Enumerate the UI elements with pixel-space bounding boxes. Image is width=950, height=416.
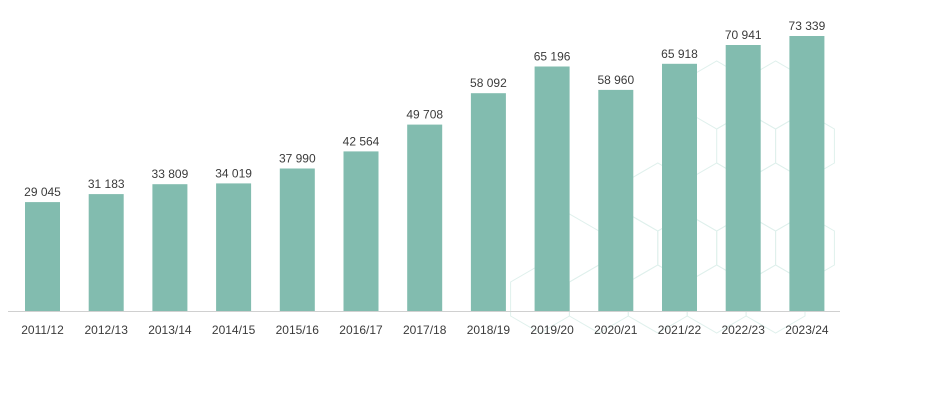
value-label: 65 196 (534, 50, 571, 64)
x-tick-label: 2020/21 (594, 323, 638, 337)
value-label: 58 960 (597, 73, 634, 87)
value-label: 37 990 (279, 152, 316, 166)
bars-group (25, 36, 825, 312)
x-tick-label: 2019/20 (530, 323, 574, 337)
bar-2022-23 (725, 45, 761, 311)
value-label: 58 092 (470, 76, 507, 90)
value-label: 65 918 (661, 47, 698, 61)
x-tick-label: 2018/19 (467, 323, 511, 337)
bar-2020-21 (598, 89, 634, 312)
x-tick-label: 2012/13 (85, 323, 129, 337)
value-labels-group: 29 045 31 183 33 809 34 019 37 990 42 564 49 7… (24, 19, 825, 199)
value-label: 33 809 (152, 167, 189, 181)
bar-2012-13 (88, 194, 124, 311)
x-tick-label: 2023/24 (785, 323, 829, 337)
x-tick-label: 2013/14 (148, 323, 192, 337)
background-hexagon (745, 264, 806, 334)
value-label: 31 183 (88, 177, 125, 191)
value-label: 49 708 (406, 108, 443, 122)
bar-2014-15 (216, 183, 252, 311)
bar-2016-17 (343, 151, 379, 311)
bar-2021-22 (662, 63, 697, 311)
x-tick-label: 2021/22 (658, 323, 702, 337)
x-tick-label: 2011/12 (21, 323, 64, 337)
value-label: 70 941 (725, 28, 762, 42)
bar-2023-24 (789, 36, 825, 311)
value-label: 29 045 (24, 185, 61, 199)
bar-2018-19 (470, 93, 506, 311)
bar-2017-18 (407, 124, 443, 311)
bar-2015-16 (279, 168, 315, 311)
x-tick-label: 2015/16 (276, 323, 320, 337)
bar-2013-14 (152, 184, 188, 311)
bar-2011-12 (25, 202, 60, 311)
x-tick-labels-group: 2011/12 2012/13 2013/14 2014/15 2015/16 2016/… (21, 323, 829, 337)
x-tick-label: 2016/17 (339, 323, 383, 337)
value-label: 42 564 (343, 134, 380, 148)
x-tick-label: 2022/23 (722, 323, 766, 337)
value-label: 73 339 (789, 19, 826, 33)
x-tick-label: 2017/18 (403, 323, 447, 337)
bar-2019-20 (534, 66, 570, 311)
x-tick-label: 2014/15 (212, 323, 256, 337)
value-label: 34 019 (215, 166, 252, 180)
